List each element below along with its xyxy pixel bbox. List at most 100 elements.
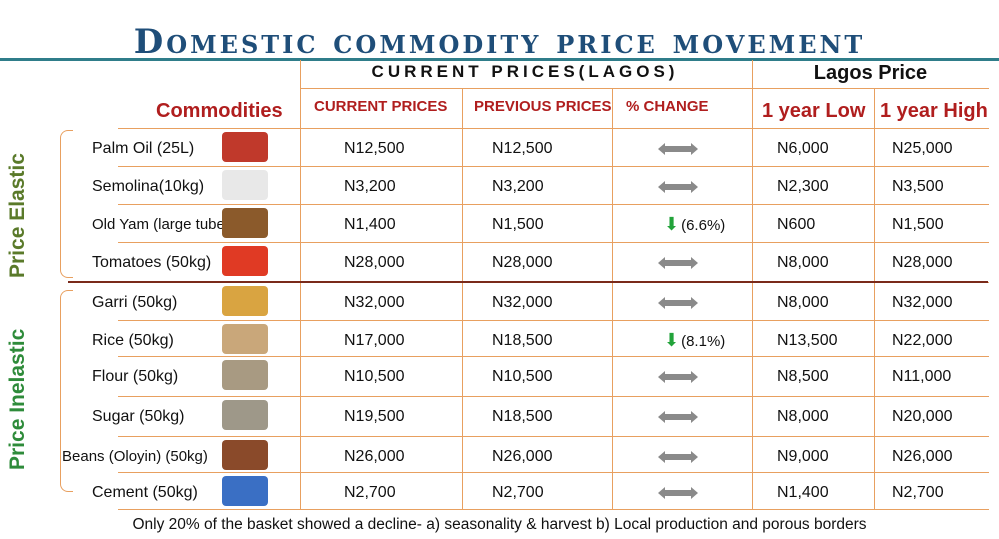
commodity-name: Flour (50kg): [92, 368, 179, 385]
current-price-cell: N2,700: [344, 484, 396, 501]
previous-price-cell: N10,500: [492, 368, 553, 385]
commodity-name: Palm Oil (25L): [92, 140, 195, 157]
previous-price-cell: N18,500: [492, 408, 553, 425]
grid-line: [118, 320, 989, 321]
pct-change-cell: ⬇ (8.1%): [664, 330, 725, 351]
commodity-name: Cement (50kg): [92, 484, 198, 501]
grid-line: [612, 88, 613, 510]
previous-price-cell: N18,500: [492, 332, 553, 349]
commodity-name: Old Yam (large tuber): [92, 216, 235, 233]
previous-price-cell: N1,500: [492, 216, 544, 233]
current-price-cell: N12,500: [344, 140, 405, 157]
current-prices-group-header: CURRENT PRICES(LAGOS): [371, 62, 679, 81]
current-price-cell: N26,000: [344, 448, 405, 465]
no-change-arrow-icon: [658, 297, 698, 309]
no-change-arrow-icon: [658, 451, 698, 463]
current-price-cell: N3,200: [344, 178, 396, 195]
current-price-cell: N10,500: [344, 368, 405, 385]
grid-line: [118, 356, 989, 357]
inelastic-bracket: [60, 290, 73, 492]
yam-icon: [222, 208, 268, 238]
table-row: Rice (50kg) N17,000 N18,500 ⬇ (8.1%) N13,500 N…: [0, 322, 999, 360]
pct-change-value: (8.1%): [681, 333, 726, 350]
grid-line: [118, 436, 989, 437]
down-arrow-icon: ⬇: [664, 330, 680, 350]
commodity-name: Sugar (50kg): [92, 408, 185, 425]
year-high-cell: N25,000: [892, 140, 953, 157]
group-divider: [68, 281, 988, 283]
garri-icon: [222, 286, 268, 316]
grid-line: [118, 242, 989, 243]
grid-line: [300, 60, 301, 510]
previous-price-cell: N12,500: [492, 140, 553, 157]
commodity-name: Tomatoes (50kg): [92, 254, 212, 271]
grid-line: [874, 88, 875, 510]
sugar-bag-icon: [222, 400, 268, 430]
semolina-icon: [222, 170, 268, 200]
no-change-arrow-icon: [658, 411, 698, 423]
year-high-cell: N1,500: [892, 216, 944, 233]
year-high-cell: N28,000: [892, 254, 953, 271]
year-low-cell: N9,000: [777, 448, 829, 465]
year-high-cell: N26,000: [892, 448, 953, 465]
table-row: Semolina(10kg) N3,200 N3,200 N2,300 N3,500: [0, 168, 999, 206]
grid-line: [462, 88, 463, 510]
grid-line: [300, 88, 989, 89]
title-rule: [0, 58, 999, 61]
previous-price-cell: N28,000: [492, 254, 553, 271]
no-change-arrow-icon: [658, 487, 698, 499]
table-row: Palm Oil (25L) N12,500 N12,500 N6,000 N25,00…: [0, 130, 999, 168]
table-row: Old Yam (large tuber) N1,400 N1,500 ⬇ (6.6%)…: [0, 206, 999, 244]
table-row: Sugar (50kg) N19,500 N18,500 N8,000 N20,000: [0, 398, 999, 436]
year-high-cell: N20,000: [892, 408, 953, 425]
grid-line: [118, 204, 989, 205]
no-change-arrow-icon: [658, 371, 698, 383]
lagos-price-group-header: Lagos Price: [813, 62, 928, 84]
year-high-cell: N32,000: [892, 294, 953, 311]
no-change-arrow-icon: [658, 257, 698, 269]
table-row: Cement (50kg) N2,700 N2,700 N1,400 N2,700: [0, 474, 999, 512]
commodities-header: Commodities: [156, 100, 283, 122]
current-price-cell: N32,000: [344, 294, 405, 311]
table-row: Flour (50kg) N10,500 N10,500 N8,500 N11,000: [0, 358, 999, 396]
year-low-cell: N600: [777, 216, 816, 233]
table-row: Garri (50kg) N32,000 N32,000 N8,000 N32,000: [0, 284, 999, 322]
grid-line: [118, 472, 989, 473]
year-high-cell: N3,500: [892, 178, 944, 195]
elastic-bracket: [60, 130, 73, 278]
footer-note: Only 20% of the basket showed a decline-…: [132, 516, 867, 533]
previous-price-cell: N32,000: [492, 294, 553, 311]
year-low-cell: N8,000: [777, 294, 829, 311]
year-high-cell: N11,000: [892, 368, 952, 385]
tomato-icon: [222, 246, 268, 276]
rice-bag-icon: [222, 324, 268, 354]
no-change-arrow-icon: [658, 181, 698, 193]
grid-line: [118, 128, 989, 129]
year-high-header: 1 year High: [880, 100, 988, 122]
year-low-cell: N8,000: [777, 408, 829, 425]
year-low-cell: N2,300: [777, 178, 829, 195]
previous-prices-header: PREVIOUS PRICES: [474, 98, 612, 115]
page-title: Domestic commodity price movement: [133, 22, 866, 62]
year-low-cell: N8,000: [777, 254, 829, 271]
commodity-name: Semolina(10kg): [92, 178, 205, 195]
previous-price-cell: N3,200: [492, 178, 544, 195]
grid-line: [752, 60, 753, 510]
current-price-cell: N19,500: [344, 408, 405, 425]
year-low-header: 1 year Low: [762, 100, 866, 122]
grid-line: [118, 509, 989, 510]
pct-change-cell: ⬇ (6.6%): [664, 214, 725, 235]
year-high-cell: N2,700: [892, 484, 944, 501]
grid-line: [118, 396, 989, 397]
current-prices-header: CURRENT PRICES: [314, 98, 448, 115]
table-row: Tomatoes (50kg) N28,000 N28,000 N8,000 N28,0…: [0, 244, 999, 282]
table-row: Beans (Oloyin) (50kg) N26,000 N26,000 N9,00…: [0, 438, 999, 476]
commodity-name: Rice (50kg): [92, 332, 174, 349]
previous-price-cell: N2,700: [492, 484, 544, 501]
flour-bag-icon: [222, 360, 268, 390]
year-low-cell: N6,000: [777, 140, 829, 157]
year-low-cell: N1,400: [777, 484, 829, 501]
year-high-cell: N22,000: [892, 332, 953, 349]
pct-change-value: (6.6%): [681, 217, 726, 234]
cement-bag-icon: [222, 476, 268, 506]
